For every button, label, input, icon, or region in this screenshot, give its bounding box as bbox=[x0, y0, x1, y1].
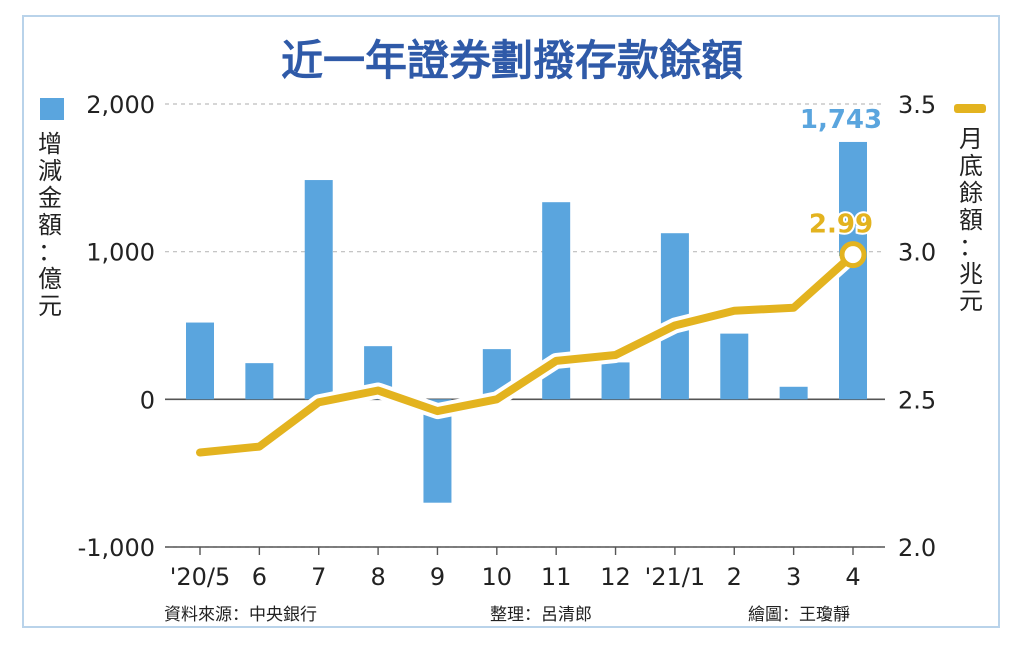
x-tick-label: 11 bbox=[541, 563, 572, 591]
x-tick-label: 7 bbox=[311, 563, 326, 591]
axis-label-char: 減 bbox=[38, 157, 62, 185]
right-tick-label: 2.0 bbox=[898, 534, 936, 562]
line-series-path bbox=[196, 250, 857, 457]
x-tick-label: '21/1 bbox=[645, 563, 706, 591]
x-tick-label: 2 bbox=[727, 563, 742, 591]
bar-last-label: 1,743 bbox=[800, 105, 882, 135]
left-tick-label: 0 bbox=[140, 386, 155, 414]
x-tick-label: 9 bbox=[430, 563, 445, 591]
left-tick-label: 2,000 bbox=[86, 91, 155, 119]
bar bbox=[720, 333, 749, 400]
footer-source: 資料來源：中央銀行 bbox=[164, 605, 317, 625]
left-tick-label: -1,000 bbox=[78, 534, 155, 562]
axis-label-char: 增 bbox=[38, 130, 62, 158]
x-tick-label: 8 bbox=[370, 563, 385, 591]
axis-label-char: ： bbox=[38, 238, 62, 266]
axis-label-char: 額 bbox=[959, 206, 983, 234]
right-tick-label: 3.0 bbox=[898, 239, 936, 267]
x-tick-label: '20/5 bbox=[170, 563, 231, 591]
x-tick-label: 10 bbox=[482, 563, 513, 591]
left-tick-label: 1,000 bbox=[86, 239, 155, 267]
axis-label-char: 餘 bbox=[959, 179, 983, 207]
axis-label-char: 月 bbox=[959, 125, 983, 153]
chart-frame bbox=[22, 15, 1000, 628]
footer-illustrator: 繪圖：王瓊靜 bbox=[748, 605, 850, 625]
axis-label-char: 元 bbox=[38, 292, 62, 320]
bar bbox=[245, 363, 274, 400]
x-tick-label: 12 bbox=[600, 563, 631, 591]
line-last-label: 2.99 bbox=[809, 210, 873, 240]
chart-title: 近一年證券劃撥存款餘額 bbox=[281, 36, 743, 85]
bar bbox=[601, 362, 630, 400]
axis-label-char: 金 bbox=[38, 184, 62, 212]
axis-label-char: 底 bbox=[959, 152, 983, 180]
footer-editor: 整理：呂清郎 bbox=[490, 605, 592, 625]
line-series-outline bbox=[192, 246, 861, 461]
line-last-point bbox=[839, 241, 867, 269]
bar bbox=[304, 180, 333, 400]
right-legend-swatch bbox=[954, 104, 986, 113]
axis-label-char: ： bbox=[959, 233, 983, 261]
right-tick-label: 3.5 bbox=[898, 91, 936, 119]
axis-label-char: 兆 bbox=[959, 260, 983, 288]
axis-label-char: 元 bbox=[959, 287, 983, 315]
x-tick-label: 6 bbox=[252, 563, 267, 591]
bar-series bbox=[186, 141, 867, 503]
bar bbox=[779, 386, 808, 400]
grid-lines bbox=[165, 103, 885, 548]
x-tick-label: 3 bbox=[786, 563, 801, 591]
x-tick-label: 4 bbox=[845, 563, 860, 591]
axis-label-char: 億 bbox=[38, 265, 62, 293]
line-series bbox=[192, 241, 867, 461]
axes: 2,000 1,000 0 -1,000 3.5 3.0 2.5 2.0 '20/5 6 7 8 9 10… bbox=[38, 91, 983, 591]
axis-label-char: 額 bbox=[38, 211, 62, 239]
left-legend-swatch bbox=[40, 98, 64, 120]
right-tick-label: 2.5 bbox=[898, 386, 936, 414]
bar bbox=[186, 322, 214, 400]
